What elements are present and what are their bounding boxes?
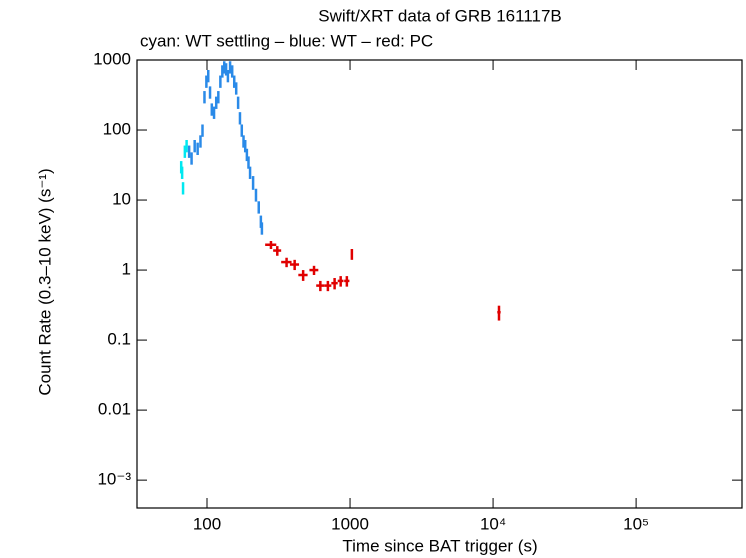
y-tick-label: 0.01 bbox=[98, 400, 131, 419]
y-tick-label: 0.1 bbox=[107, 330, 131, 349]
x-tick-label: 10⁵ bbox=[623, 514, 649, 533]
x-tick-label: 10⁴ bbox=[480, 514, 506, 533]
y-tick-label: 10 bbox=[112, 190, 131, 209]
chart-subtitle: cyan: WT settling – blue: WT – red: PC bbox=[140, 31, 433, 50]
y-axis-label: Count Rate (0.3–10 keV) (s⁻¹) bbox=[35, 168, 54, 395]
plot-frame bbox=[136, 59, 743, 509]
y-tick-label: 10⁻³ bbox=[97, 470, 131, 489]
x-tick-label: 100 bbox=[193, 514, 221, 533]
x-tick-label: 1000 bbox=[331, 514, 369, 533]
x-axis-label: Time since BAT trigger (s) bbox=[342, 536, 537, 555]
y-tick-label: 1 bbox=[122, 260, 131, 279]
y-tick-label: 100 bbox=[103, 120, 131, 139]
y-tick-label: 1000 bbox=[93, 49, 131, 68]
chart-title: Swift/XRT data of GRB 161117B bbox=[318, 6, 562, 25]
